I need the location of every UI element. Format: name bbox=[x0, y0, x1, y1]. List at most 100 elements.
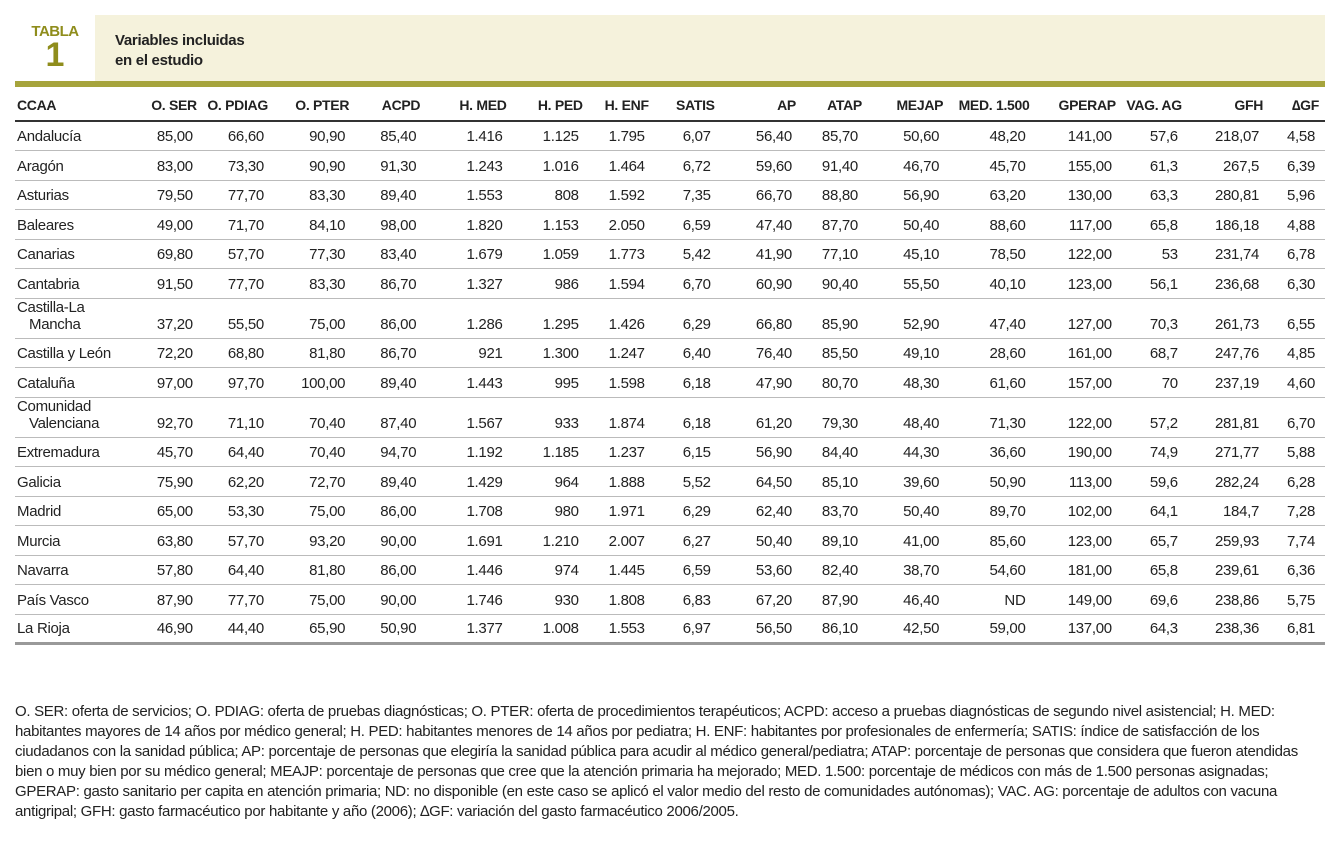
value-cell: 83,40 bbox=[355, 239, 427, 269]
value-cell: 77,30 bbox=[273, 239, 356, 269]
value-cell: 86,00 bbox=[355, 298, 427, 339]
value-cell: 1.426 bbox=[588, 298, 655, 339]
region-cell: Asturias bbox=[15, 180, 142, 210]
region-cell: Cataluña bbox=[15, 367, 142, 398]
value-cell: 236,68 bbox=[1187, 268, 1270, 299]
value-cell: 64,3 bbox=[1121, 614, 1188, 645]
value-cell: 6,15 bbox=[654, 437, 721, 467]
table-label: TABLA 1 bbox=[15, 15, 95, 81]
value-cell: 5,42 bbox=[654, 239, 721, 269]
value-cell: 73,30 bbox=[202, 150, 274, 181]
value-cell: 1.567 bbox=[426, 397, 513, 438]
value-cell: 181,00 bbox=[1035, 555, 1122, 585]
value-cell: 89,40 bbox=[355, 180, 427, 210]
title-band: Variables incluidas en el estudio bbox=[95, 15, 1325, 81]
value-cell: 237,19 bbox=[1187, 367, 1270, 398]
value-cell: 117,00 bbox=[1035, 209, 1122, 240]
value-cell: 79,30 bbox=[801, 397, 868, 438]
value-cell: 5,88 bbox=[1269, 437, 1325, 467]
value-cell: 974 bbox=[512, 555, 589, 585]
value-cell: 69,80 bbox=[141, 239, 203, 269]
value-cell: 46,40 bbox=[867, 584, 950, 615]
header-rule bbox=[15, 81, 1325, 87]
value-cell: 50,40 bbox=[867, 209, 950, 240]
value-cell: 72,70 bbox=[273, 466, 356, 497]
value-cell: 1.016 bbox=[512, 150, 589, 181]
value-cell: 964 bbox=[512, 466, 589, 497]
header-row: CCAA O. SER O. PDIAG O. PTER ACPD H. MED H. PE… bbox=[15, 90, 1325, 122]
value-cell: 1.416 bbox=[426, 121, 513, 151]
value-cell: 70,3 bbox=[1121, 298, 1188, 339]
value-cell: 90,90 bbox=[273, 121, 356, 151]
column-header: MEJAP bbox=[867, 90, 950, 122]
value-cell: 90,90 bbox=[273, 150, 356, 181]
value-cell: 74,9 bbox=[1121, 437, 1188, 467]
table-row: Cantabria 91,50 77,70 83,30 86,70 1.327 986 1.5… bbox=[15, 268, 1325, 299]
value-cell: 83,70 bbox=[801, 496, 868, 526]
value-cell: 84,40 bbox=[801, 437, 868, 467]
value-cell: 986 bbox=[512, 268, 589, 299]
value-cell: 1.445 bbox=[588, 555, 655, 585]
table-row: La Rioja 46,90 44,40 65,90 50,90 1.377 1.008 1.… bbox=[15, 614, 1325, 645]
value-cell: 238,36 bbox=[1187, 614, 1270, 645]
value-cell: 42,50 bbox=[867, 614, 950, 645]
value-cell: 6,29 bbox=[654, 496, 721, 526]
value-cell: 231,74 bbox=[1187, 239, 1270, 269]
value-cell: 6,18 bbox=[654, 367, 721, 398]
table-header: TABLA 1 Variables incluidas en el estudi… bbox=[15, 15, 1325, 81]
value-cell: 88,60 bbox=[949, 209, 1036, 240]
table-row: Madrid 65,00 53,30 75,00 86,00 1.708 980 1.971 6… bbox=[15, 496, 1325, 526]
value-cell: 59,6 bbox=[1121, 466, 1188, 497]
table-row: País Vasco 87,90 77,70 75,00 90,00 1.746 930 1.… bbox=[15, 584, 1325, 615]
value-cell: 1.888 bbox=[588, 466, 655, 497]
data-table: CCAA O. SER O. PDIAG O. PTER ACPD H. MED H. PE… bbox=[15, 90, 1325, 645]
value-cell: 91,50 bbox=[141, 268, 203, 299]
value-cell: 6,07 bbox=[654, 121, 721, 151]
value-cell: 6,81 bbox=[1269, 614, 1325, 645]
value-cell: 48,40 bbox=[867, 397, 950, 438]
value-cell: 57,70 bbox=[202, 239, 274, 269]
value-cell: 6,83 bbox=[654, 584, 721, 615]
column-header: ACPD bbox=[355, 90, 427, 122]
value-cell: 65,8 bbox=[1121, 555, 1188, 585]
value-cell: 50,40 bbox=[720, 525, 802, 556]
region-cell: Galicia bbox=[15, 466, 142, 497]
value-cell: 1.708 bbox=[426, 496, 513, 526]
value-cell: 1.820 bbox=[426, 209, 513, 240]
column-header: AP bbox=[720, 90, 802, 122]
value-cell: 6,55 bbox=[1269, 298, 1325, 339]
value-cell: 980 bbox=[512, 496, 589, 526]
value-cell: 1.679 bbox=[426, 239, 513, 269]
value-cell: 87,40 bbox=[355, 397, 427, 438]
value-cell: 47,90 bbox=[720, 367, 802, 398]
value-cell: 1.185 bbox=[512, 437, 589, 467]
value-cell: 1.446 bbox=[426, 555, 513, 585]
value-cell: 77,70 bbox=[202, 584, 274, 615]
value-cell: 130,00 bbox=[1035, 180, 1122, 210]
value-cell: 123,00 bbox=[1035, 268, 1122, 299]
value-cell: 65,90 bbox=[273, 614, 356, 645]
value-cell: 45,70 bbox=[141, 437, 203, 467]
value-cell: 62,20 bbox=[202, 466, 274, 497]
column-header: VAG. AG bbox=[1121, 90, 1188, 122]
value-cell: 218,07 bbox=[1187, 121, 1270, 151]
value-cell: 261,73 bbox=[1187, 298, 1270, 339]
value-cell: 41,90 bbox=[720, 239, 802, 269]
value-cell: 1.286 bbox=[426, 298, 513, 339]
value-cell: 89,70 bbox=[949, 496, 1036, 526]
value-cell: 52,90 bbox=[867, 298, 950, 339]
value-cell: 71,10 bbox=[202, 397, 274, 438]
value-cell: 280,81 bbox=[1187, 180, 1270, 210]
value-cell: 85,60 bbox=[949, 525, 1036, 556]
table-body: Andalucía 85,00 66,60 90,90 85,40 1.416 1.125 1… bbox=[15, 121, 1325, 645]
value-cell: 89,40 bbox=[355, 466, 427, 497]
value-cell: 91,40 bbox=[801, 150, 868, 181]
value-cell: 90,40 bbox=[801, 268, 868, 299]
value-cell: 157,00 bbox=[1035, 367, 1122, 398]
value-cell: 40,10 bbox=[949, 268, 1036, 299]
value-cell: 66,60 bbox=[202, 121, 274, 151]
table-title: Variables incluidas en el estudio bbox=[115, 32, 245, 69]
value-cell: 1.008 bbox=[512, 614, 589, 645]
region-cell: Castilla y León bbox=[15, 338, 142, 368]
value-cell: 190,00 bbox=[1035, 437, 1122, 467]
